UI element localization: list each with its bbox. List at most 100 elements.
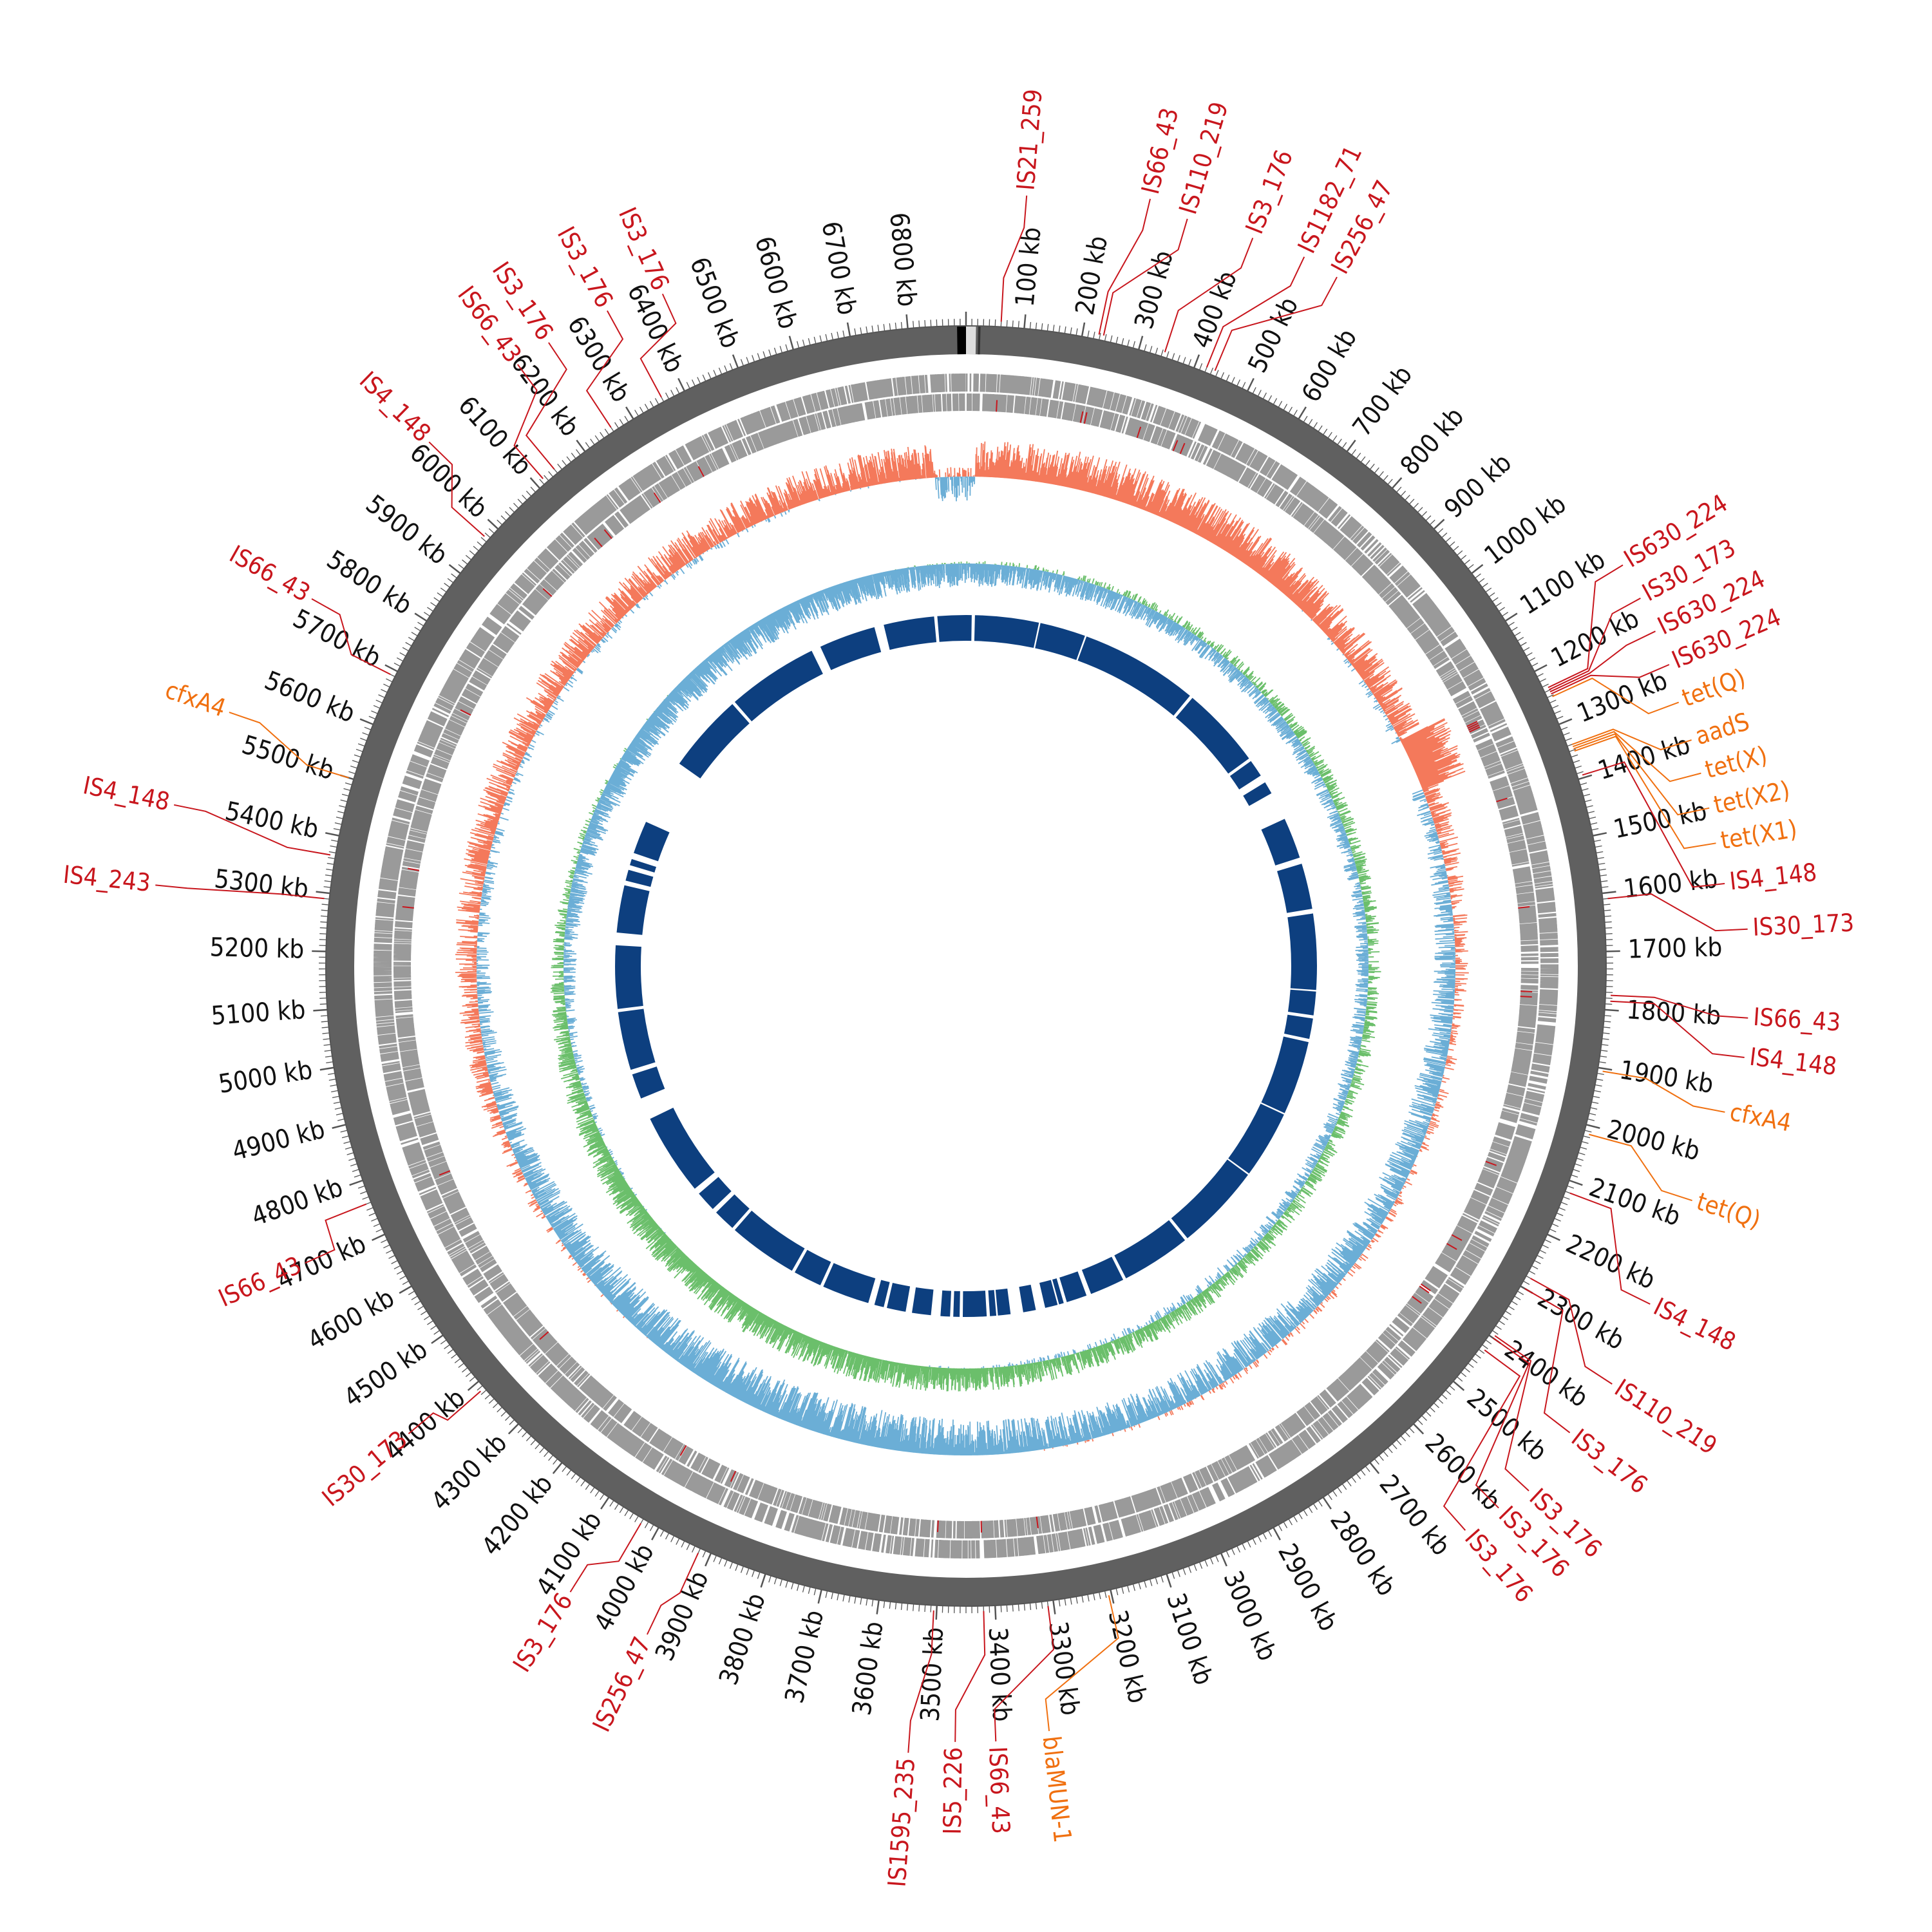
minor-tick xyxy=(1517,637,1524,641)
minor-tick xyxy=(1528,657,1536,662)
minor-tick xyxy=(1605,998,1613,999)
minor-tick xyxy=(1351,449,1356,456)
is-element-mark xyxy=(996,400,998,412)
synteny-block xyxy=(1081,1256,1124,1294)
synteny-block xyxy=(1243,782,1272,806)
minor-tick xyxy=(1603,1027,1611,1028)
minor-tick xyxy=(752,1569,755,1577)
minor-tick xyxy=(1522,1280,1530,1285)
minor-tick xyxy=(918,1604,920,1612)
minor-tick xyxy=(1155,347,1159,355)
major-tick xyxy=(529,477,541,489)
minor-tick xyxy=(1351,1476,1356,1483)
tick-label: 4300 kb xyxy=(426,1428,513,1517)
synteny-block xyxy=(616,885,650,935)
insertion-sequence-leader-line xyxy=(1549,598,1641,690)
minor-tick xyxy=(497,519,503,526)
minor-tick xyxy=(340,799,348,802)
minor-tick xyxy=(1425,515,1432,521)
minor-tick xyxy=(1562,732,1570,736)
minor-tick xyxy=(1337,1487,1342,1493)
minor-tick xyxy=(462,559,468,565)
insertion-sequence-leader-line xyxy=(1214,276,1338,371)
minor-tick xyxy=(1586,805,1593,808)
minor-tick xyxy=(327,862,334,865)
minor-tick xyxy=(1064,326,1066,334)
minor-tick xyxy=(860,1597,862,1605)
minor-tick xyxy=(913,1604,914,1611)
minor-tick xyxy=(1052,325,1055,332)
tick-label: 1700 kb xyxy=(1627,933,1723,964)
minor-tick xyxy=(325,1056,332,1058)
minor-tick xyxy=(414,1300,421,1305)
tick-label: 5600 kb xyxy=(260,666,359,729)
gc-skew-positive xyxy=(550,561,1381,1392)
minor-tick xyxy=(1573,1169,1580,1172)
major-tick xyxy=(448,564,461,574)
tick-label: 4900 kb xyxy=(229,1115,328,1167)
insertion-sequence-leader-line xyxy=(174,804,331,856)
minor-tick xyxy=(343,1141,351,1144)
synteny-block xyxy=(966,615,972,641)
minor-tick xyxy=(332,1095,339,1099)
insertion-sequence-label: IS66_43 xyxy=(1752,1003,1841,1037)
minor-tick xyxy=(1441,533,1448,538)
minor-tick xyxy=(1468,564,1474,569)
minor-tick xyxy=(1556,1212,1564,1217)
minor-tick xyxy=(1596,857,1604,859)
minor-tick xyxy=(1567,1185,1575,1189)
minor-tick xyxy=(451,1353,457,1359)
tick-label: 3600 kb xyxy=(847,1620,889,1718)
minor-tick xyxy=(1093,331,1095,339)
is-element-mark xyxy=(1485,1160,1497,1166)
is-element-mark xyxy=(1467,723,1479,729)
minor-tick xyxy=(362,732,370,736)
minor-tick xyxy=(399,652,406,657)
minor-tick xyxy=(757,353,761,361)
minor-tick xyxy=(713,370,717,377)
tick-label: 6400 kb xyxy=(621,279,690,377)
minor-tick xyxy=(1283,404,1288,411)
minor-tick xyxy=(634,410,639,417)
major-tick xyxy=(876,1600,880,1615)
insertion-sequence-label: IS4_148 xyxy=(354,366,437,447)
minor-tick xyxy=(497,1406,503,1413)
minor-tick xyxy=(350,1163,357,1167)
minor-tick xyxy=(345,1146,352,1150)
minor-tick xyxy=(813,336,817,344)
minor-tick xyxy=(604,428,609,435)
minor-tick xyxy=(1514,632,1521,636)
minor-tick xyxy=(1149,1578,1153,1586)
insertion-sequence-leader-line xyxy=(1164,238,1254,353)
minor-tick xyxy=(1437,1398,1444,1404)
minor-tick xyxy=(1312,422,1318,429)
insertion-sequence-leader-line xyxy=(1548,564,1624,688)
minor-tick xyxy=(386,678,393,683)
minor-tick xyxy=(1593,1090,1601,1093)
synteny-block xyxy=(874,1280,890,1307)
minor-tick xyxy=(1177,355,1180,363)
minor-tick xyxy=(576,1476,581,1483)
minor-tick xyxy=(1478,578,1485,583)
synteny-block xyxy=(630,858,656,873)
tick-label: 6200 kb xyxy=(505,348,585,442)
insertion-sequence-label: IS66_43 xyxy=(214,1251,306,1312)
minor-tick xyxy=(1132,1584,1135,1591)
major-tick xyxy=(312,950,327,952)
minor-tick xyxy=(590,439,595,445)
major-tick xyxy=(1193,354,1200,368)
minor-tick xyxy=(889,323,891,331)
minor-tick xyxy=(505,1415,511,1421)
major-tick xyxy=(935,1605,938,1620)
minor-tick xyxy=(408,1291,415,1295)
minor-tick xyxy=(1058,325,1061,333)
minor-tick xyxy=(414,627,421,632)
synteny-block xyxy=(887,1283,911,1312)
synteny-block xyxy=(823,1263,876,1303)
minor-tick xyxy=(1520,641,1527,647)
insertion-sequence-leader-line xyxy=(513,364,544,479)
minor-tick xyxy=(433,597,440,602)
minor-tick xyxy=(676,1538,680,1545)
minor-tick xyxy=(1478,1349,1485,1354)
